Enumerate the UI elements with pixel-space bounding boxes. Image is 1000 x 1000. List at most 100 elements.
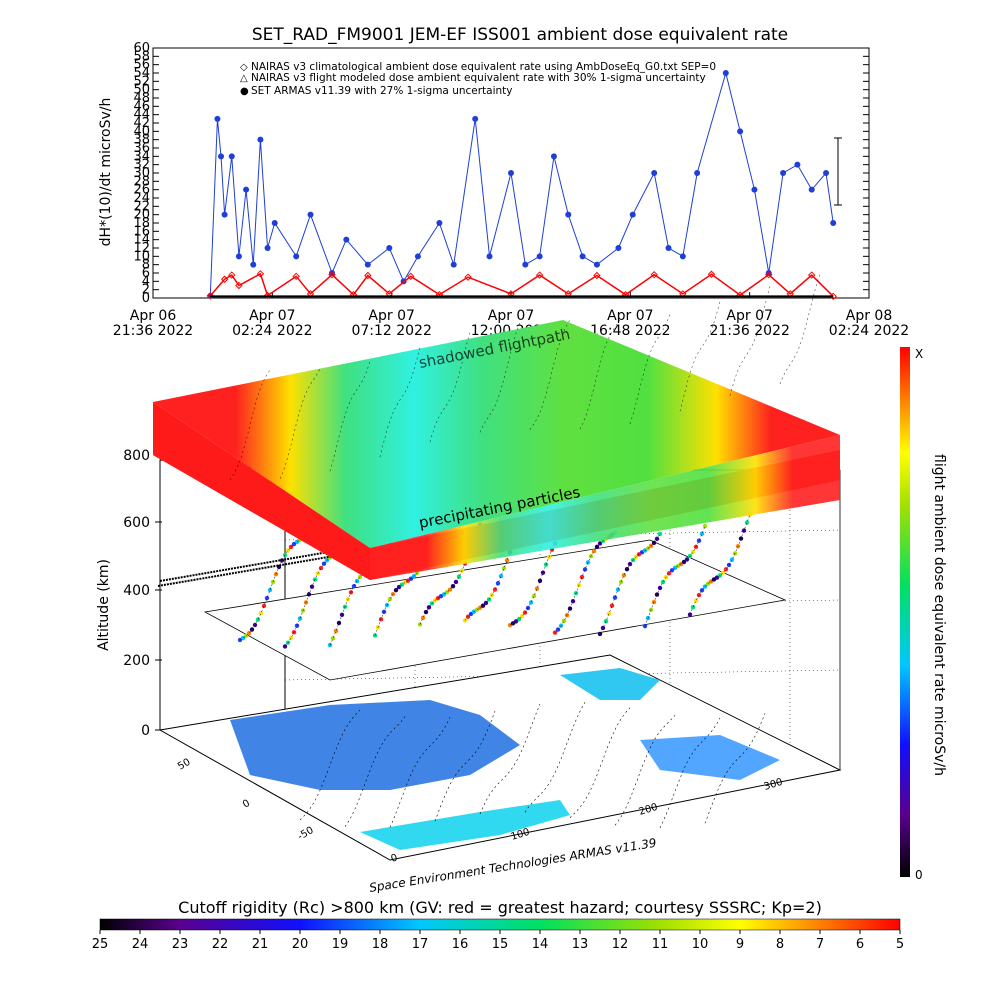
armas-point (830, 220, 837, 226)
y-tick-label: 56 (133, 58, 150, 73)
x-tick-date: Apr 07 (607, 308, 653, 324)
y-tick-label: 60 (133, 41, 150, 56)
orbit-point (258, 610, 264, 616)
bottom-colorbar-tick-label: 6 (856, 937, 864, 952)
armas-point (257, 136, 264, 143)
armas-point (218, 153, 225, 160)
nairas-point (621, 290, 630, 299)
nairas-point (220, 275, 229, 283)
armas-point (386, 245, 393, 251)
svg-text:-50: -50 (296, 825, 316, 843)
y-tick-label: 10 (133, 249, 150, 264)
armas-point (522, 261, 529, 268)
orbit-point (297, 616, 303, 621)
orbit-path (419, 524, 481, 625)
orbit-point (267, 587, 273, 593)
orbit-point (699, 588, 705, 593)
armas-point (436, 220, 443, 226)
altitude-tick-label: 200 (123, 653, 150, 669)
armas-point (271, 220, 278, 226)
ground-track-path (389, 717, 451, 828)
legend-text-armas: SET ARMAS v11.39 with 27% 1-sigma uncert… (251, 85, 513, 97)
armas-point (307, 211, 314, 218)
armas-point (823, 170, 830, 176)
orbit-point (336, 620, 342, 626)
x-tick-date: Apr 07 (249, 308, 295, 324)
orbit-point (264, 595, 270, 601)
y-tick-label: 8 (142, 258, 150, 273)
orbit-point (621, 572, 627, 578)
y-axis-ticks: 0246810121416182022242628303234363840424… (133, 41, 869, 306)
nairas-point (464, 273, 472, 281)
nairas-point (435, 290, 444, 299)
orbit-path (599, 533, 661, 635)
orbit-point (333, 628, 339, 634)
ground-track-path (299, 709, 361, 821)
armas-point (629, 211, 636, 218)
x-tick-time: 21:36 2022 (113, 323, 193, 339)
y-tick-label: 22 (133, 199, 150, 214)
hazard-slab-front-face (370, 435, 840, 580)
right-colorbar-title: flight ambient dose equivalent rate micr… (931, 454, 947, 776)
armas-point (579, 253, 586, 260)
orbit-point (696, 538, 702, 543)
legend-text-nairas-flight: NAIRAS v3 flight modeled dose ambient eq… (251, 72, 706, 84)
orbit-point (498, 573, 504, 579)
armas-point (751, 186, 758, 193)
slab-track-path (329, 361, 371, 472)
y-tick-label: 42 (133, 116, 150, 131)
y-tick-label: 30 (133, 166, 150, 181)
nairas-point (736, 291, 744, 299)
armas-point (651, 170, 658, 176)
orbit-path (239, 539, 301, 641)
orbit-point (606, 611, 612, 616)
ground-track (299, 702, 766, 829)
orbit-point (255, 617, 261, 622)
error-bar (834, 137, 842, 206)
nairas-point (407, 272, 415, 281)
svg-text:0: 0 (241, 798, 252, 811)
right-colorbar-top-label: X (915, 347, 923, 361)
armas-point (794, 161, 801, 168)
x-tick-date: Apr 07 (726, 308, 772, 324)
bottom-colorbar-tick-label: 11 (652, 937, 669, 952)
slab-flight-tracks (229, 273, 821, 481)
bottom-colorbar-tick-label: 19 (332, 937, 349, 952)
orbit-point (504, 558, 510, 563)
bottom-colorbar-tick-label: 7 (816, 937, 824, 952)
orbit-point (585, 560, 591, 565)
orbit-point (240, 635, 246, 641)
x-tick-date: Apr 07 (488, 308, 534, 324)
orbit-point (321, 561, 327, 566)
bottom-colorbar-tick-label: 5 (896, 937, 904, 952)
armas-point (221, 211, 228, 218)
nairas-point (235, 281, 243, 290)
map-landmass-cyan (560, 668, 660, 700)
top-chart: SET_RAD_FM9001 JEM-EF ISS001 ambient dos… (98, 25, 909, 339)
legend: ◇ NAIRAS v3 climatological ambient dose … (240, 61, 716, 97)
armas-point (679, 253, 686, 260)
orbit-point (615, 587, 621, 592)
orbit-point (690, 549, 696, 555)
bottom-colorbar-ticks: 25 24 23 22 21 20 19 18 17 16 15 14 13 12 11 10 9 8 7 6 5 (92, 930, 904, 952)
y-tick-label: 14 (133, 233, 150, 248)
nairas-point (593, 271, 601, 280)
bottom-colorbar-tick-label: 25 (92, 937, 109, 952)
armas-point (536, 253, 543, 260)
right-colorbar-bar (900, 347, 910, 877)
armas-point (250, 261, 257, 268)
nairas-series (206, 270, 837, 301)
ground-track-path (344, 716, 406, 827)
orbit-point (591, 548, 597, 554)
orbit-point (531, 593, 537, 599)
nairas-point (263, 291, 272, 300)
orbit-point (561, 618, 567, 624)
nairas-point (364, 271, 372, 280)
map-lon-ticks: 0 100 200 300 (390, 777, 784, 865)
y-tick-label: 20 (133, 208, 150, 223)
y-tick-label: 58 (133, 49, 150, 64)
shadow-trace (157, 549, 341, 587)
orbit-point (534, 586, 540, 591)
